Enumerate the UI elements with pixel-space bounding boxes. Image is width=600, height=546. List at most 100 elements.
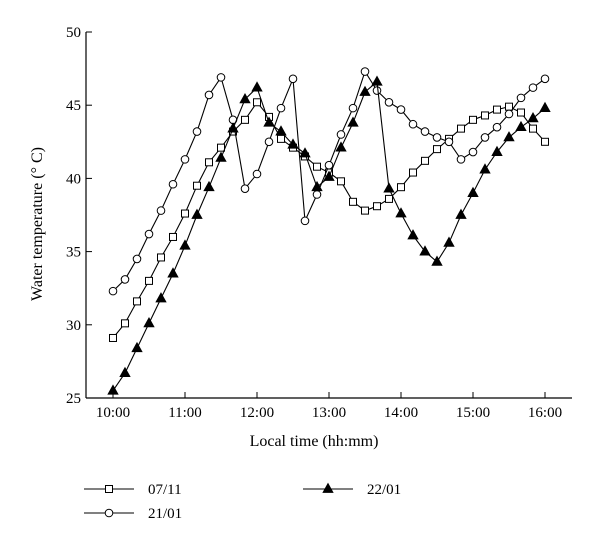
data-point xyxy=(469,115,477,124)
data-point xyxy=(192,127,202,136)
data-point xyxy=(121,319,129,328)
data-point xyxy=(456,155,466,164)
data-point xyxy=(347,116,359,127)
data-point xyxy=(481,111,489,120)
series-line xyxy=(112,70,546,292)
data-point xyxy=(337,177,345,186)
data-point xyxy=(227,122,239,133)
data-point xyxy=(515,120,527,132)
series-22-01 xyxy=(107,75,551,395)
data-point xyxy=(361,206,369,215)
data-point xyxy=(539,101,551,113)
data-point xyxy=(300,216,310,226)
data-point xyxy=(299,147,311,158)
data-point xyxy=(360,67,370,76)
x-tick-label: 11:00 xyxy=(168,405,202,421)
data-point xyxy=(251,81,263,92)
data-point xyxy=(179,239,191,250)
data-point xyxy=(108,286,118,296)
y-tick-label: 50 xyxy=(66,25,81,41)
data-point xyxy=(241,115,249,124)
data-point xyxy=(275,125,287,136)
data-point xyxy=(503,131,515,142)
data-point xyxy=(408,119,418,129)
data-point xyxy=(216,73,226,82)
data-point xyxy=(431,255,443,266)
data-point xyxy=(239,93,251,104)
data-point xyxy=(119,366,131,378)
data-point xyxy=(396,105,406,114)
data-point xyxy=(383,182,395,193)
data-point xyxy=(479,163,491,174)
data-point xyxy=(167,267,179,278)
y-tick-label: 35 xyxy=(66,245,81,261)
data-point xyxy=(253,98,261,107)
data-point xyxy=(193,181,201,190)
data-point xyxy=(492,122,502,132)
data-point xyxy=(144,229,154,239)
series-21-01 xyxy=(108,67,550,296)
data-point xyxy=(120,275,130,284)
legend-item: 22/01 xyxy=(303,482,401,498)
data-point xyxy=(467,186,479,197)
x-tick-label: 15:00 xyxy=(456,405,490,421)
data-point xyxy=(133,297,141,306)
data-point xyxy=(409,168,417,177)
x-tick-label: 10:00 xyxy=(96,405,130,421)
data-point xyxy=(527,112,539,123)
data-point xyxy=(157,253,165,262)
data-point xyxy=(373,202,381,211)
data-point xyxy=(288,74,298,84)
data-point xyxy=(455,208,467,219)
data-point xyxy=(433,145,441,154)
data-point xyxy=(323,170,335,181)
data-point xyxy=(145,276,153,285)
legend-item: 21/01 xyxy=(84,506,182,522)
data-point xyxy=(420,127,430,136)
series-layer xyxy=(107,67,551,395)
data-point xyxy=(335,141,347,152)
data-point xyxy=(215,151,227,162)
data-point xyxy=(217,143,225,152)
axis-ticks: 25 30 35 40 45 50 10:00 11:00 12:00 13:00 14:00 15:… xyxy=(66,25,562,421)
data-point xyxy=(419,245,431,256)
data-point xyxy=(287,138,299,149)
data-point xyxy=(421,156,429,165)
data-point xyxy=(109,333,117,342)
legend-label: 22/01 xyxy=(367,482,401,498)
data-point xyxy=(540,74,550,84)
data-point xyxy=(443,236,455,247)
data-point xyxy=(169,232,177,241)
data-point xyxy=(359,85,371,96)
y-tick-label: 40 xyxy=(66,171,81,187)
data-point xyxy=(203,180,215,192)
data-point xyxy=(505,102,513,111)
data-point xyxy=(336,130,346,139)
series-line xyxy=(112,101,546,339)
legend: 07/11 21/01 22/01 xyxy=(84,482,401,522)
y-tick-label: 30 xyxy=(66,318,81,334)
data-point xyxy=(205,158,213,167)
x-axis-label: Local time (hh:mm) xyxy=(250,433,379,450)
data-point xyxy=(349,197,357,206)
legend-marker xyxy=(105,485,113,493)
x-tick-label: 13:00 xyxy=(312,405,346,421)
data-point xyxy=(311,180,323,192)
data-point xyxy=(131,341,143,353)
data-point xyxy=(313,162,321,171)
y-tick-label: 45 xyxy=(66,98,81,114)
data-point xyxy=(529,124,537,133)
data-point xyxy=(191,208,203,219)
data-point xyxy=(432,133,442,142)
data-point xyxy=(493,105,501,114)
data-point xyxy=(276,103,286,113)
data-point xyxy=(385,194,393,203)
data-point xyxy=(516,93,526,103)
data-point xyxy=(444,137,454,147)
data-point xyxy=(263,116,275,127)
data-point xyxy=(181,209,189,218)
x-tick-label: 12:00 xyxy=(240,405,274,421)
x-tick-label: 14:00 xyxy=(384,405,418,421)
data-point xyxy=(468,147,478,157)
